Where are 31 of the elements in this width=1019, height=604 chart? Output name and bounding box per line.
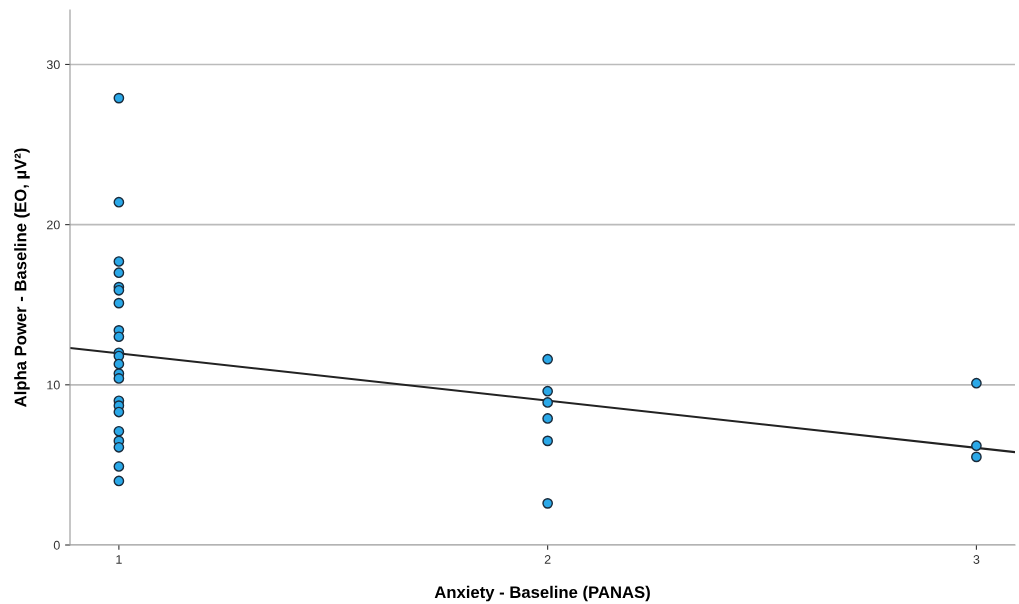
y-tick-label: 30	[46, 60, 60, 70]
point	[542, 497, 553, 509]
point	[113, 297, 125, 309]
point	[113, 441, 125, 453]
point	[113, 331, 125, 343]
x-tick-label: 1	[116, 555, 122, 564]
point	[113, 406, 125, 418]
y-axis-title: Alpha Power - Baseline (EO, µV²)	[14, 148, 30, 407]
point	[542, 385, 553, 397]
point	[971, 377, 982, 389]
point	[113, 92, 125, 104]
point	[542, 435, 553, 447]
point	[113, 461, 125, 472]
point	[542, 413, 553, 424]
x-axis-title: Anxiety - Baseline (PANAS)	[434, 585, 650, 602]
y-tick-label: 0	[53, 540, 60, 550]
y-tick-label: 10	[47, 380, 60, 390]
point	[113, 475, 125, 487]
point	[542, 397, 553, 408]
point	[113, 267, 125, 279]
point	[113, 358, 125, 370]
x-tick-label: 2	[544, 555, 551, 564]
y-tick-label: 20	[47, 220, 60, 230]
point	[113, 425, 125, 437]
point	[542, 353, 553, 365]
x-tick-label: 3	[973, 555, 980, 564]
point	[113, 196, 125, 208]
point	[971, 451, 982, 463]
point	[113, 373, 125, 384]
point	[113, 256, 125, 267]
point	[971, 440, 982, 452]
